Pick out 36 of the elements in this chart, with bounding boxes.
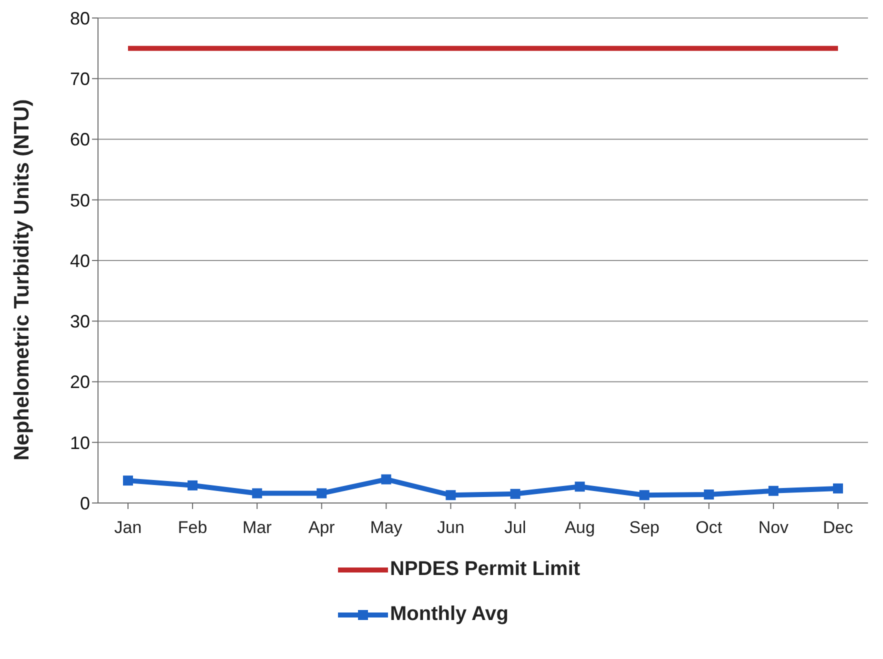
x-tick-label: Sep — [629, 518, 660, 538]
x-tick-label: May — [370, 518, 403, 538]
point — [639, 490, 650, 500]
x-tick-label: Feb — [178, 518, 208, 538]
y-tick-label: 60 — [70, 130, 90, 150]
y-tick-label: 50 — [70, 190, 90, 210]
point — [252, 488, 262, 498]
point — [446, 490, 456, 500]
y-tick-label: 10 — [70, 432, 90, 453]
point — [704, 490, 714, 500]
point — [768, 486, 778, 496]
x-tick-label: Nov — [758, 518, 790, 538]
y-tick-label: 40 — [70, 250, 90, 271]
y-tick-label: 70 — [70, 69, 90, 90]
x-tick-label: Jun — [437, 518, 464, 538]
x-tick-label: Aug — [564, 518, 595, 538]
y-tick-label: 30 — [70, 312, 90, 332]
point — [510, 488, 520, 499]
x-tick-label: Jul — [504, 518, 526, 538]
point — [188, 480, 198, 490]
point — [574, 482, 585, 492]
y-tick-label: 0 — [80, 493, 90, 514]
y-tick-label: 80 — [70, 8, 90, 28]
point — [123, 476, 133, 486]
x-tick-label: Oct — [696, 518, 722, 538]
legend-label: NPDES Permit Limit — [390, 558, 580, 581]
y-axis-title: Nephelometric Turbidity Units (NTU) — [10, 99, 34, 460]
point — [316, 488, 327, 498]
x-tick-label: Dec — [822, 518, 854, 538]
y-tick-label: 20 — [70, 372, 90, 392]
point — [381, 474, 392, 484]
x-tick-label: Jan — [114, 518, 142, 538]
legend-label: Monthly Avg — [390, 603, 509, 626]
x-tick-label: Apr — [308, 518, 336, 538]
x-tick-label: Mar — [242, 518, 272, 538]
point — [833, 483, 843, 494]
